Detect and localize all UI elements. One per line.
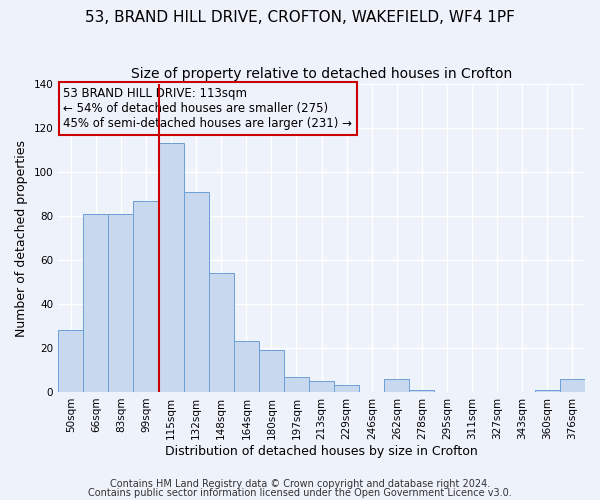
Bar: [309, 381, 334, 392]
Bar: [284, 376, 309, 392]
Text: Contains public sector information licensed under the Open Government Licence v3: Contains public sector information licen…: [88, 488, 512, 498]
Bar: [535, 390, 560, 392]
Text: Contains HM Land Registry data © Crown copyright and database right 2024.: Contains HM Land Registry data © Crown c…: [110, 479, 490, 489]
Bar: [334, 386, 359, 392]
Bar: [385, 379, 409, 392]
Text: 53, BRAND HILL DRIVE, CROFTON, WAKEFIELD, WF4 1PF: 53, BRAND HILL DRIVE, CROFTON, WAKEFIELD…: [85, 10, 515, 25]
Bar: [58, 330, 83, 392]
Bar: [560, 379, 585, 392]
X-axis label: Distribution of detached houses by size in Crofton: Distribution of detached houses by size …: [165, 444, 478, 458]
Bar: [209, 273, 234, 392]
Bar: [234, 342, 259, 392]
Bar: [259, 350, 284, 392]
Text: 53 BRAND HILL DRIVE: 113sqm
← 54% of detached houses are smaller (275)
45% of se: 53 BRAND HILL DRIVE: 113sqm ← 54% of det…: [64, 87, 352, 130]
Bar: [109, 214, 133, 392]
Bar: [158, 144, 184, 392]
Bar: [133, 200, 158, 392]
Bar: [409, 390, 434, 392]
Bar: [83, 214, 109, 392]
Y-axis label: Number of detached properties: Number of detached properties: [15, 140, 28, 336]
Bar: [184, 192, 209, 392]
Title: Size of property relative to detached houses in Crofton: Size of property relative to detached ho…: [131, 68, 512, 82]
